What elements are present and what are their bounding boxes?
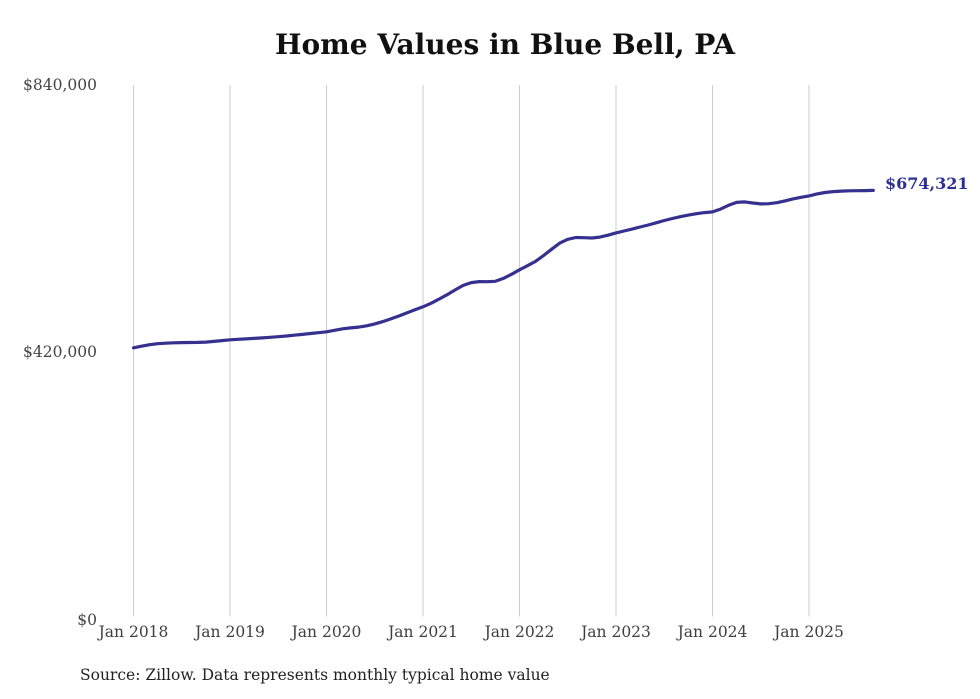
chart-title: Home Values in Blue Bell, PA <box>275 28 735 61</box>
x-tick-label: Jan 2020 <box>291 623 362 641</box>
x-tick-label: Jan 2018 <box>98 623 169 641</box>
x-tick-label: Jan 2019 <box>195 623 265 641</box>
source-note: Source: Zillow. Data represents monthly … <box>80 666 550 684</box>
x-tick-label: Jan 2022 <box>484 623 555 641</box>
y-tick-label: $840,000 <box>23 76 97 94</box>
x-tick-label: Jan 2021 <box>388 623 458 641</box>
x-tick-label: Jan 2024 <box>677 623 748 641</box>
home-value-line <box>131 188 875 350</box>
latest-value-annotation: $674,321 <box>885 174 969 193</box>
y-tick-label: $420,000 <box>23 343 97 362</box>
gridlines <box>133 85 810 617</box>
x-tick-label: Jan 2025 <box>774 623 844 641</box>
y-tick-label: $0 <box>77 610 97 629</box>
x-tick-label: Jan 2023 <box>581 623 651 641</box>
